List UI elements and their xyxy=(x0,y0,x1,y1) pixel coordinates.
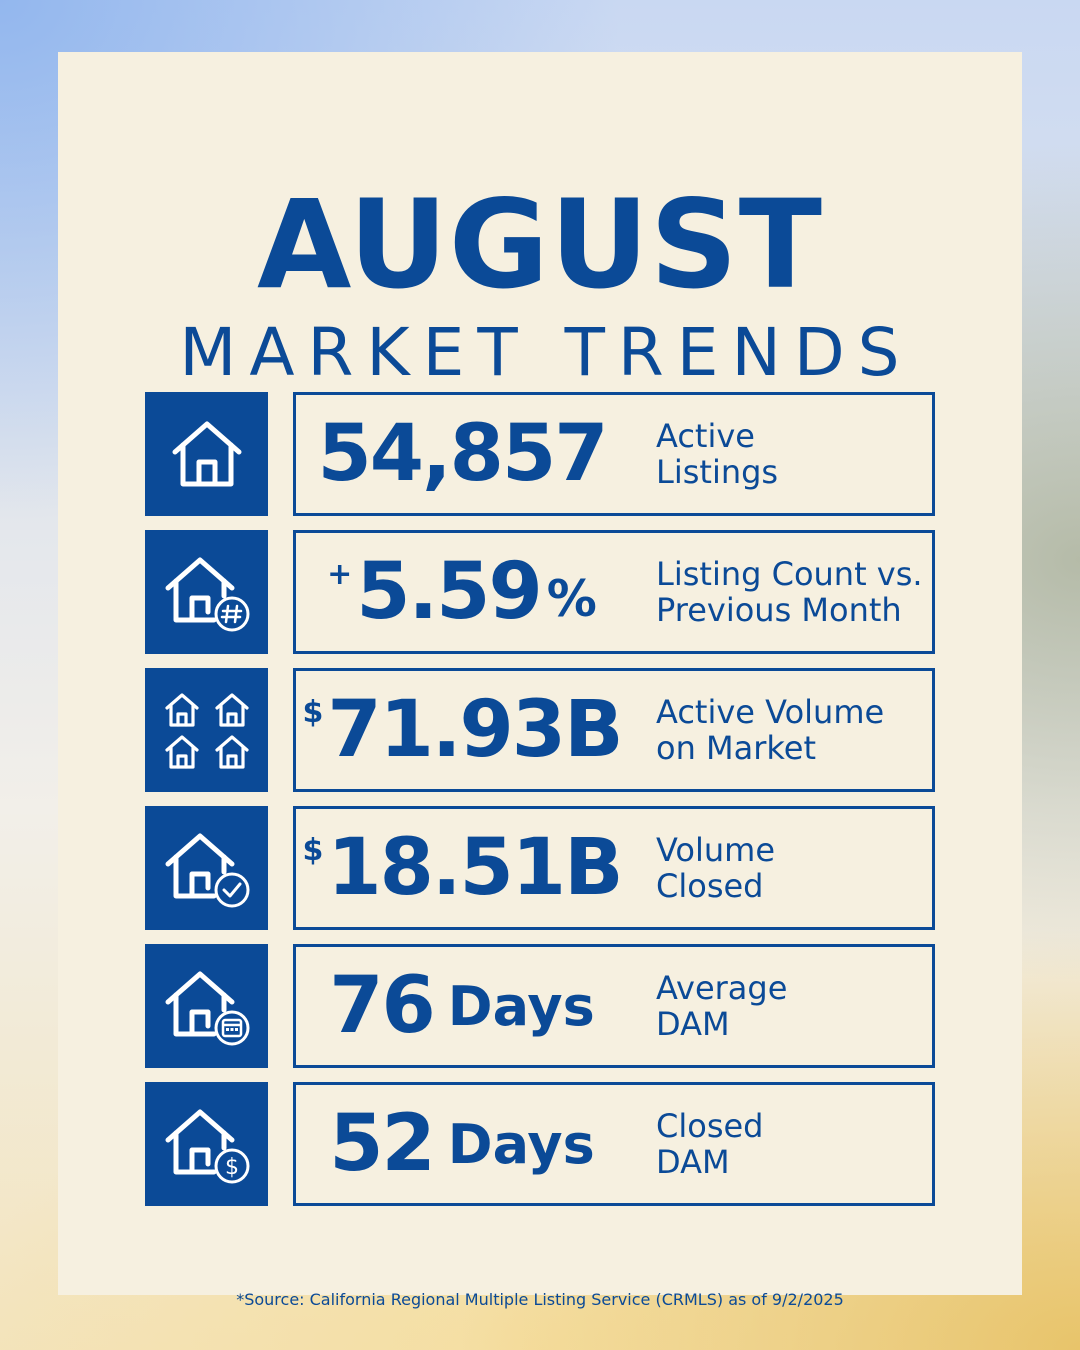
stat-label: Volume Closed xyxy=(656,831,776,905)
stat-label: Listing Count vs. Previous Month xyxy=(656,555,923,629)
icon-tile: $ xyxy=(145,1082,268,1206)
stat-number: 5.59 xyxy=(356,547,542,637)
icon-tile xyxy=(145,944,268,1068)
icon-tile xyxy=(145,530,268,654)
stat-value: $ 71.93B xyxy=(296,671,628,789)
stat-unit: Days xyxy=(447,1112,595,1176)
stat-box: 76 Days Average DAM xyxy=(293,944,935,1068)
stat-row-volume-closed: $ 18.51B Volume Closed xyxy=(145,806,935,930)
stat-box: $ 71.93B Active Volume on Market xyxy=(293,668,935,792)
stat-number: 18.51B xyxy=(327,823,623,913)
stat-prefix: $ xyxy=(302,833,324,868)
stat-value: $ 18.51B xyxy=(296,809,628,927)
stat-number: 54,857 xyxy=(317,409,609,499)
stat-row-active-listings: 54,857 Active Listings xyxy=(145,392,935,516)
four-houses-icon xyxy=(164,693,249,769)
stat-number: 76 xyxy=(329,961,436,1051)
page-subtitle: MARKET TRENDS xyxy=(179,314,913,391)
house-calendar-icon xyxy=(165,971,249,1046)
stat-label: Active Listings xyxy=(656,417,779,491)
source-note: *Source: California Regional Multiple Li… xyxy=(236,1290,844,1309)
page-title: AUGUST xyxy=(256,174,824,316)
svg-text:$: $ xyxy=(225,1155,239,1180)
stat-label: Average DAM xyxy=(656,969,788,1043)
stat-value: 54,857 xyxy=(296,395,628,513)
icon-tile xyxy=(145,806,268,930)
stat-row-closed-dam: $ 52 Days Closed DAM xyxy=(145,1082,935,1206)
stat-prefix: + xyxy=(327,557,353,592)
stat-label: Closed DAM xyxy=(656,1107,764,1181)
stat-unit: Days xyxy=(447,974,595,1038)
stat-box: 54,857 Active Listings xyxy=(293,392,935,516)
stat-box: + 5.59 % Listing Count vs. Previous Mont… xyxy=(293,530,935,654)
stat-value: + 5.59 % xyxy=(296,533,628,651)
stat-number: 52 xyxy=(329,1099,436,1189)
stat-prefix: $ xyxy=(302,695,324,730)
icon-tile xyxy=(145,668,268,792)
stat-suffix: % xyxy=(546,570,597,628)
house-dollar-icon: $ xyxy=(165,1109,249,1184)
house-hash-icon xyxy=(165,557,249,632)
stat-row-active-volume: $ 71.93B Active Volume on Market xyxy=(145,668,935,792)
stat-row-average-dam: 76 Days Average DAM xyxy=(145,944,935,1068)
stat-value: 52 Days xyxy=(296,1085,628,1203)
icon-tile xyxy=(145,392,268,516)
stat-number: 71.93B xyxy=(327,685,623,775)
stat-row-listing-count-change: + 5.59 % Listing Count vs. Previous Mont… xyxy=(145,530,935,654)
stat-label: Active Volume on Market xyxy=(656,693,885,767)
stat-box: $ 18.51B Volume Closed xyxy=(293,806,935,930)
stat-box: 52 Days Closed DAM xyxy=(293,1082,935,1206)
house-icon xyxy=(172,421,241,487)
stat-value: 76 Days xyxy=(296,947,628,1065)
house-check-icon xyxy=(165,833,249,908)
